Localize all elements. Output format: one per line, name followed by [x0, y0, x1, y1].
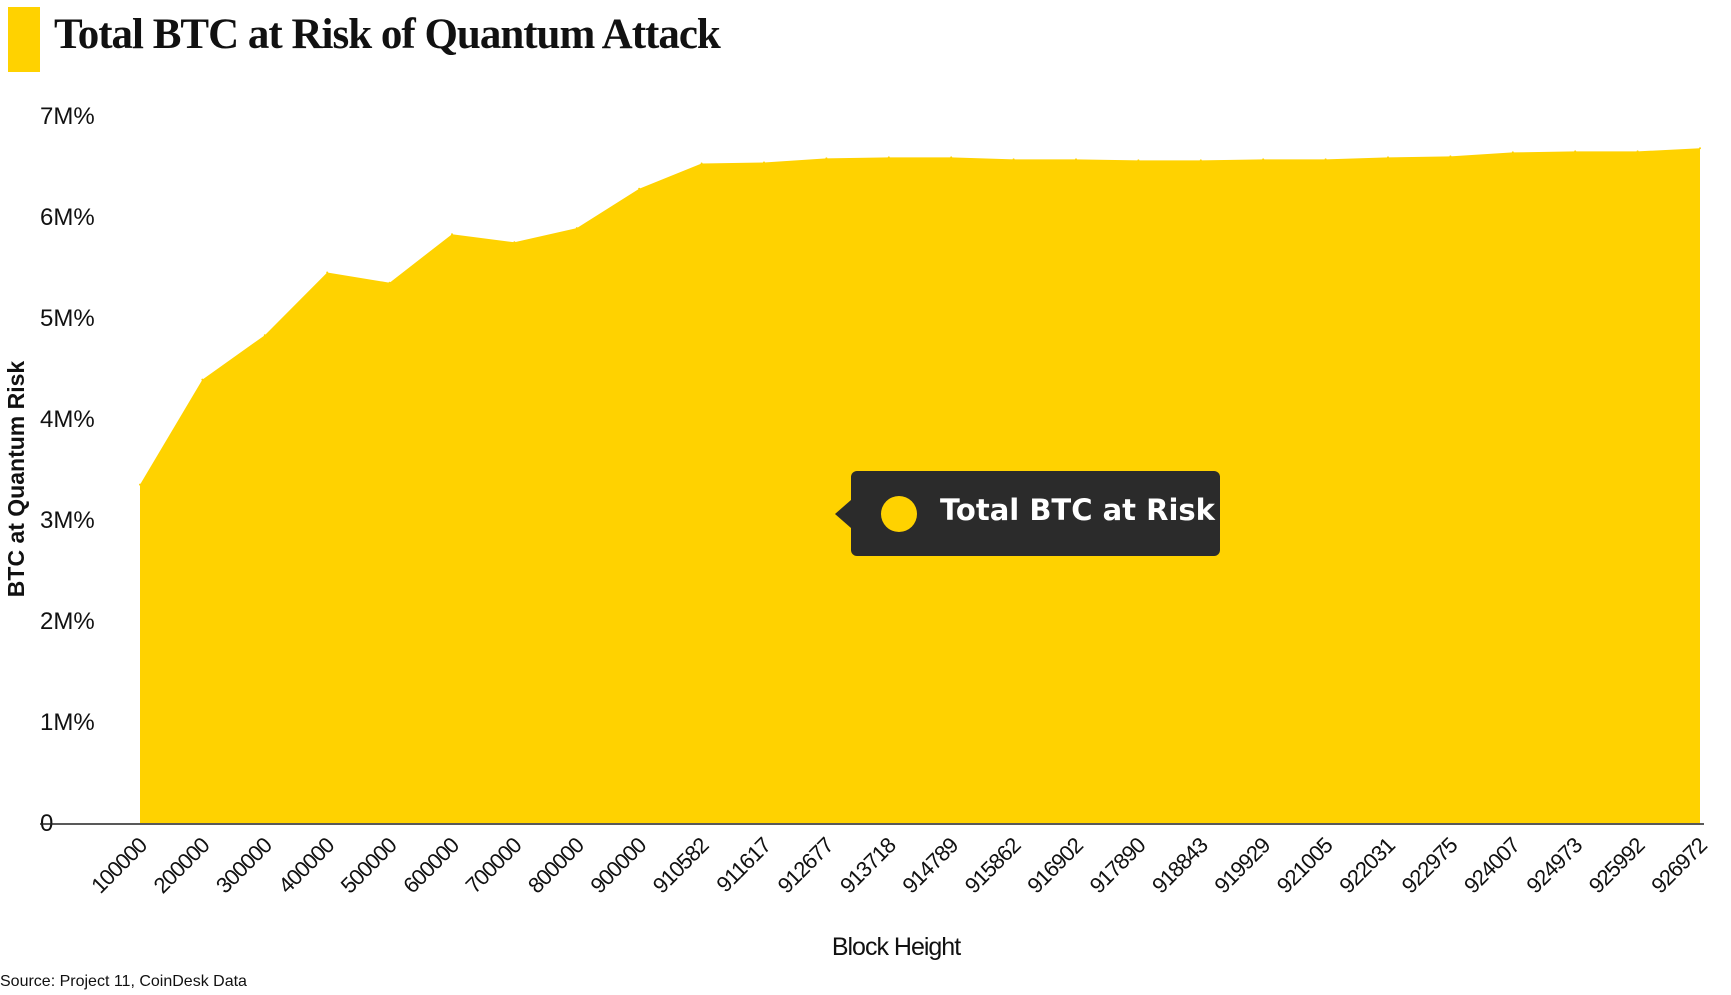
data-point — [451, 233, 453, 236]
data-point — [263, 334, 266, 337]
x-tick-label: 100000 — [86, 832, 152, 898]
x-tick-label: 915862 — [960, 832, 1026, 898]
y-tick-label: 3M% — [40, 507, 95, 534]
x-tick-label: 910582 — [648, 832, 714, 898]
data-point — [763, 161, 765, 164]
data-point — [1137, 159, 1140, 162]
x-tick-label: 913718 — [835, 832, 901, 898]
legend-pointer — [835, 500, 851, 528]
x-tick-label: 924973 — [1521, 832, 1587, 898]
x-tick-label: 300000 — [211, 832, 277, 898]
y-tick-label: 6M% — [40, 204, 95, 231]
data-point — [575, 227, 578, 230]
data-point — [1012, 158, 1015, 161]
data-point — [513, 241, 516, 244]
x-tick-label: 911617 — [711, 832, 776, 897]
data-point — [1387, 156, 1389, 159]
data-point — [326, 271, 329, 274]
data-point — [825, 157, 828, 160]
data-point — [887, 156, 890, 159]
legend-label: Total BTC at Risk — [940, 493, 1215, 527]
data-point — [388, 281, 391, 284]
data-point — [1636, 150, 1639, 153]
x-tick-label: 919929 — [1209, 832, 1275, 898]
data-point — [1574, 150, 1577, 153]
x-tick-label: 914789 — [897, 832, 963, 898]
y-tick-label: 2M% — [40, 608, 95, 635]
data-point — [1511, 151, 1514, 154]
x-tick-label: 400000 — [273, 832, 339, 898]
x-tick-label: 918843 — [1147, 832, 1213, 898]
data-point — [700, 162, 703, 165]
title-accent-bar — [8, 7, 40, 72]
data-point — [638, 187, 641, 190]
y-tick-label: 4M% — [40, 406, 95, 433]
data-point — [1199, 159, 1202, 162]
x-tick-label: 200000 — [149, 832, 215, 898]
x-tick-label: 921005 — [1272, 832, 1338, 898]
y-tick-label: 5M% — [40, 305, 95, 332]
data-point — [950, 156, 953, 159]
data-point — [1075, 158, 1077, 161]
x-tick-label: 600000 — [398, 832, 464, 898]
data-point — [1449, 155, 1452, 158]
source-note: Source: Project 11, CoinDesk Data — [0, 973, 247, 990]
x-tick-label: 912677 — [773, 832, 839, 898]
x-axis-ticks: 1000002000003000004000005000006000007000… — [86, 832, 1712, 898]
x-tick-label: 900000 — [585, 832, 651, 898]
x-tick-label: 800000 — [523, 832, 589, 898]
chart-title: Total BTC at Risk of Quantum Attack — [54, 11, 721, 58]
x-tick-label: 500000 — [336, 832, 402, 898]
x-axis-label: Block Height — [832, 933, 961, 961]
data-point — [1324, 158, 1327, 161]
data-point — [1262, 158, 1265, 161]
x-tick-label: 916902 — [1022, 832, 1088, 898]
legend-swatch — [881, 496, 917, 532]
x-tick-label: 924007 — [1459, 832, 1525, 898]
x-tick-label: 917890 — [1085, 832, 1151, 898]
legend: Total BTC at Risk — [851, 471, 1220, 556]
y-axis-ticks: 01M%2M%3M%4M%5M%6M%7M% — [40, 103, 95, 837]
data-point — [139, 483, 141, 486]
x-tick-label: 700000 — [461, 832, 527, 898]
x-tick-label: 922975 — [1397, 832, 1463, 898]
x-tick-label: 922031 — [1334, 832, 1400, 898]
data-point — [201, 378, 204, 381]
y-tick-label: 1M% — [40, 709, 95, 736]
data-point — [1699, 147, 1701, 150]
y-axis-label: BTC at Quantum Risk — [3, 361, 29, 598]
y-tick-label: 7M% — [40, 103, 95, 130]
x-tick-label: 925992 — [1584, 832, 1650, 898]
x-tick-label: 926972 — [1646, 832, 1712, 898]
